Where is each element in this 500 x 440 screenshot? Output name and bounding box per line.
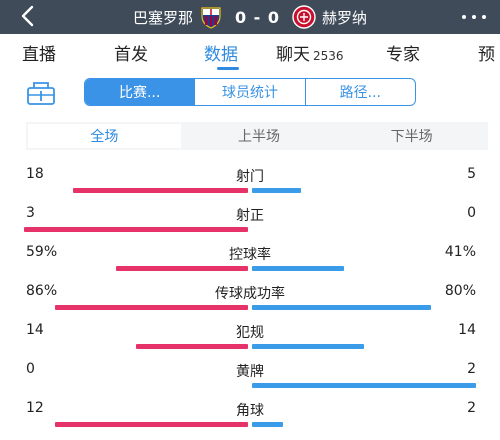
home-bar-track: [24, 383, 248, 388]
period-first-half[interactable]: 上半场: [238, 129, 280, 145]
stat-home-value: 12: [26, 400, 44, 416]
stat-home-value: 86%: [26, 283, 58, 299]
stat-away-value: 41%: [444, 244, 476, 260]
main-tabs: 直播 首发 数据 聊天 2536 专家 预: [0, 34, 500, 72]
stat-home-value: 18: [26, 166, 44, 182]
barcelona-badge-icon: [201, 7, 221, 29]
stat-home-value: 59%: [26, 244, 58, 260]
share-icon[interactable]: [24, 80, 58, 106]
away-bar-track: [252, 344, 476, 349]
segment-path[interactable]: 路径...: [304, 79, 415, 105]
stat-label: 控球率: [229, 247, 271, 263]
stat-row: 59% 控球率 41%: [0, 244, 500, 278]
stat-away-value: 5: [467, 166, 476, 182]
stat-away-value: 2: [467, 400, 476, 416]
stat-row: 86% 传球成功率 80%: [0, 283, 500, 317]
active-tab-indicator: [217, 67, 239, 70]
stat-home-value: 0: [26, 361, 35, 377]
tab-experts[interactable]: 专家: [386, 45, 420, 65]
away-bar: [252, 383, 476, 388]
tab-live[interactable]: 直播: [22, 45, 56, 65]
home-bar-track: [24, 344, 248, 349]
stat-home-value: 14: [26, 322, 44, 338]
match-header: 巴塞罗那 0 - 0 赫罗纳: [0, 0, 500, 34]
away-bar-track: [252, 227, 476, 232]
period-tabs: 全场 上半场 下半场: [26, 122, 488, 150]
back-button[interactable]: [14, 3, 40, 29]
tab-chat-label: 聊天: [276, 45, 310, 65]
home-bar-track: [24, 188, 248, 193]
dot-icon: [472, 15, 476, 19]
stat-home-value: 3: [26, 205, 35, 221]
tab-predict[interactable]: 预: [478, 45, 495, 65]
away-bar: [252, 188, 302, 193]
away-bar-track: [252, 188, 476, 193]
away-bar-track: [252, 383, 476, 388]
stat-away-value: 80%: [444, 283, 476, 299]
stat-label: 射正: [236, 208, 264, 224]
period-full[interactable]: 全场: [28, 124, 181, 148]
away-team-name: 赫罗纳: [322, 8, 368, 27]
score: 0 - 0: [234, 7, 281, 27]
away-bar: [252, 344, 364, 349]
away-bar: [252, 305, 432, 310]
stat-label: 传球成功率: [215, 286, 285, 302]
stat-label: 犯规: [236, 325, 264, 341]
home-bar-track: [24, 422, 248, 427]
stat-label: 射门: [236, 169, 264, 185]
tab-lineup[interactable]: 首发: [114, 45, 148, 65]
home-bar: [55, 305, 248, 310]
dot-icon: [462, 15, 466, 19]
stats-segmented-control: 比赛... 球员统计 路径...: [84, 78, 416, 106]
tab-stats[interactable]: 数据: [204, 45, 238, 65]
home-bar: [24, 227, 248, 232]
away-bar: [252, 266, 344, 271]
period-second-half[interactable]: 下半场: [390, 129, 433, 145]
home-bar-track: [24, 266, 248, 271]
home-bar: [55, 422, 248, 427]
home-bar: [73, 188, 248, 193]
stat-label: 黄牌: [236, 364, 264, 380]
stats-subnav: 比赛... 球员统计 路径...: [0, 76, 500, 110]
more-options-button[interactable]: [446, 0, 486, 34]
home-team-name: 巴塞罗那: [132, 8, 193, 27]
away-bar-track: [252, 266, 476, 271]
stat-row: 18 射门 5: [0, 166, 500, 200]
stat-row: 0 黄牌 2: [0, 361, 500, 395]
home-bar: [115, 266, 248, 271]
chevron-left-icon: [21, 5, 34, 27]
home-bar-track: [24, 227, 248, 232]
stat-row: 14 犯规 14: [0, 322, 500, 356]
home-bar: [136, 344, 248, 349]
stat-away-value: 2: [467, 361, 476, 377]
dot-icon: [482, 15, 486, 19]
segment-player-stats[interactable]: 球员统计: [194, 79, 304, 105]
stat-away-value: 0: [467, 205, 476, 221]
stat-row: 12 角球 2: [0, 400, 500, 434]
segment-match[interactable]: 比赛...: [85, 79, 195, 105]
match-summary: 巴塞罗那 0 - 0 赫罗纳: [0, 0, 500, 34]
girona-badge-icon: [292, 5, 316, 29]
away-bar-track: [252, 305, 476, 310]
chat-count: 2536: [313, 49, 344, 63]
away-bar-track: [252, 422, 476, 427]
stat-label: 角球: [236, 403, 264, 419]
home-bar-track: [24, 305, 248, 310]
stat-row: 3 射正 0: [0, 205, 500, 239]
tab-chat[interactable]: 聊天 2536: [276, 40, 344, 65]
stat-away-value: 14: [458, 322, 476, 338]
away-bar: [252, 422, 284, 427]
